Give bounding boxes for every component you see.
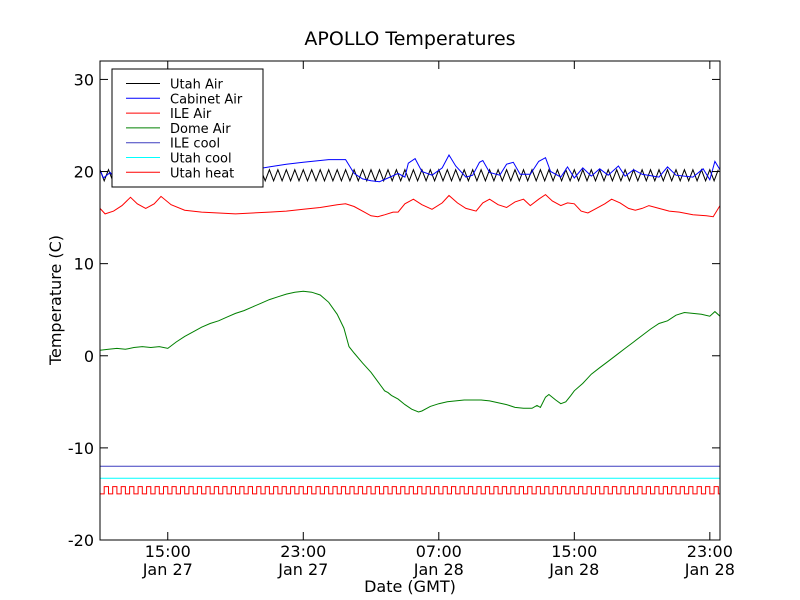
legend-label: Dome Air	[170, 122, 231, 137]
x-tick-date-label: Jan 28	[413, 560, 464, 579]
plot-frame	[99, 60, 721, 541]
x-tick-time-label: 07:00	[416, 542, 462, 561]
legend-label: Cabinet Air	[170, 92, 243, 107]
y-tick-label: -20	[68, 531, 94, 550]
x-tick-time-label: 23:00	[280, 542, 326, 561]
legend-label: Utah cool	[170, 152, 232, 167]
legend-label: ILE Air	[170, 107, 212, 122]
legend-label: ILE cool	[170, 137, 220, 152]
y-tick-label: 10	[74, 255, 94, 274]
x-tick-date-label: Jan 28	[548, 560, 599, 579]
x-tick-time-label: 15:00	[145, 542, 191, 561]
series-line-utah-heat	[100, 486, 720, 495]
legend-label: Utah Air	[170, 78, 223, 93]
y-tick-label: 0	[84, 347, 94, 366]
x-axis-label: Date (GMT)	[364, 577, 456, 596]
series-line-dome-air	[100, 290, 720, 413]
series-line-ile-air	[100, 193, 720, 218]
legend-label: Utah heat	[170, 166, 234, 181]
x-tick-date-label: Jan 27	[277, 560, 328, 579]
x-tick-date-label: Jan 28	[684, 560, 735, 579]
y-tick-label: 20	[74, 163, 94, 182]
x-tick-time-label: 23:00	[687, 542, 733, 561]
y-axis-label: Temperature (C)	[46, 235, 65, 366]
y-tick-label: -10	[68, 439, 94, 458]
x-tick-date-label: Jan 27	[142, 560, 193, 579]
x-tick-time-label: 15:00	[551, 542, 597, 561]
chart-title: APOLLO Temperatures	[304, 28, 515, 50]
y-tick-label: 30	[74, 70, 94, 89]
